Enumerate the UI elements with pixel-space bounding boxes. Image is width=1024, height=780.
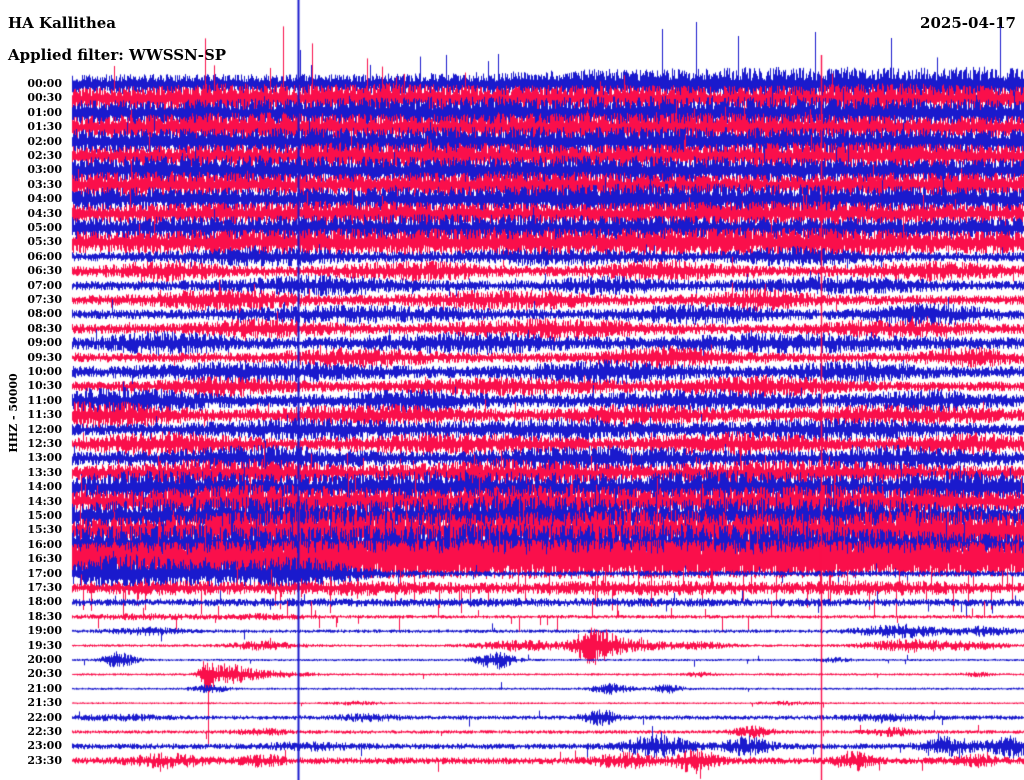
helicorder-canvas	[0, 0, 1024, 780]
helicorder-window: HA Kallithea Applied filter: WWSSN-SP 20…	[0, 0, 1024, 780]
